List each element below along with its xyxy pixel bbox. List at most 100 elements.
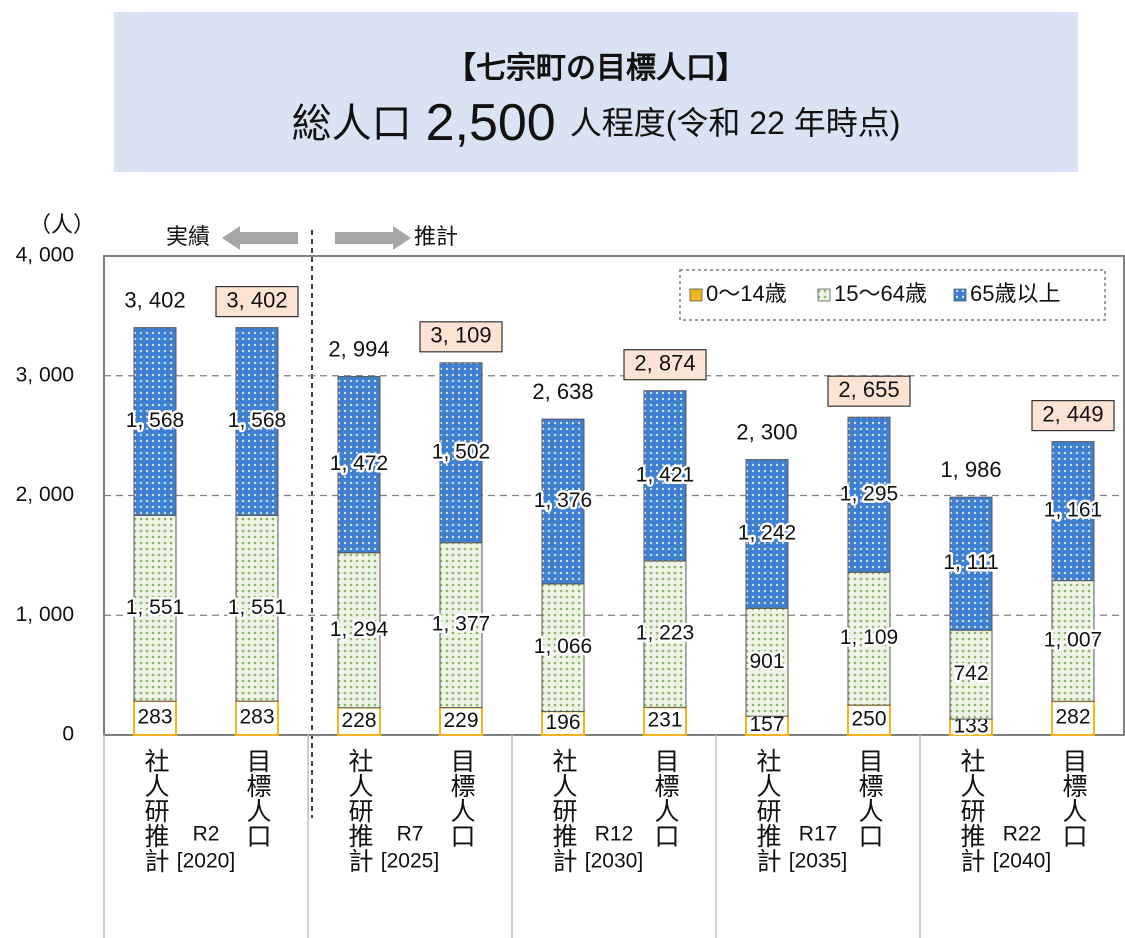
bar-segment — [133, 327, 177, 516]
total-label: 2, 994 — [328, 336, 389, 361]
bar-segment — [745, 607, 789, 717]
bar-segment — [439, 542, 483, 709]
legend-box — [679, 269, 1106, 321]
legend-label: 65歳以上 — [970, 281, 1060, 306]
group-label: R7 — [397, 823, 424, 846]
data-label: 1, 502 — [432, 440, 490, 463]
bar-segment — [949, 496, 993, 631]
bar-segment — [1051, 441, 1095, 582]
legend-swatch — [817, 288, 831, 302]
y-tick-label: 1, 000 — [16, 603, 74, 626]
group-label: R12 — [595, 823, 634, 846]
group-sublabel: [2020] — [177, 850, 235, 873]
x-tick-label: 社人研推計 — [345, 748, 374, 873]
total-label: 2, 300 — [736, 419, 797, 444]
bar-segment — [1051, 700, 1095, 737]
arrow — [222, 226, 298, 250]
bar-segment — [745, 459, 789, 609]
bar-segment — [235, 700, 279, 737]
data-label: 250 — [851, 708, 886, 731]
group-sublabel: [2040] — [993, 850, 1051, 873]
total-box — [827, 375, 911, 407]
data-label: 1, 551 — [126, 596, 184, 619]
plot-frame — [103, 255, 1125, 736]
legend-label: 0～14歳 — [706, 281, 787, 306]
total-label: 2, 655 — [838, 377, 899, 402]
legend-swatch — [953, 288, 967, 302]
total-label: 3, 402 — [226, 287, 287, 312]
y-axis-label: （人） — [29, 212, 95, 237]
data-label: 1, 551 — [228, 596, 286, 619]
data-label: 1, 295 — [840, 482, 898, 505]
total-label: 1, 986 — [940, 457, 1001, 482]
bar-segment — [541, 418, 585, 585]
x-tick-label: 目標人口 — [855, 748, 884, 848]
total-label: 2, 638 — [532, 379, 593, 404]
data-label: 231 — [647, 709, 682, 732]
x-tick-label: 目標人口 — [651, 748, 680, 848]
data-label: 282 — [1055, 706, 1090, 729]
total-box — [419, 321, 503, 353]
annotation: 推計 — [414, 224, 458, 249]
data-label: 1, 111 — [943, 551, 998, 574]
data-label: 1, 161 — [1044, 499, 1102, 522]
chart-title: 【七宗町の目標人口】 — [446, 51, 746, 85]
group-sublabel: [2025] — [381, 850, 439, 873]
total-box — [1031, 400, 1115, 432]
total-label: 3, 109 — [430, 323, 491, 348]
total-label: 2, 874 — [634, 351, 695, 376]
subtitle-part: 人程度(令和 22 年時点) — [570, 105, 901, 141]
y-tick-label: 3, 000 — [16, 363, 74, 386]
bar-segment — [541, 583, 585, 713]
legend-label: 15～64歳 — [834, 281, 927, 306]
title-box — [114, 12, 1078, 172]
x-tick-label: 社人研推計 — [549, 748, 578, 873]
group-sublabel: [2030] — [585, 850, 643, 873]
bar-segment — [847, 704, 891, 736]
data-label: 1, 007 — [1044, 628, 1102, 651]
total-box — [623, 349, 707, 381]
x-tick-label: 社人研推計 — [141, 748, 170, 873]
data-label: 229 — [443, 709, 478, 732]
subtitle-part: 2,500 — [426, 94, 556, 152]
x-tick-label: 目標人口 — [447, 748, 476, 848]
bar-segment — [643, 560, 687, 708]
data-label: 1, 568 — [126, 409, 184, 432]
bar-segment — [337, 375, 381, 554]
data-label: 1, 242 — [738, 521, 796, 544]
bar-segment — [643, 706, 687, 737]
data-label: 1, 472 — [330, 452, 388, 475]
bar-segment — [337, 706, 381, 737]
x-tick-label: 目標人口 — [1059, 748, 1088, 848]
bar-segment — [847, 571, 891, 706]
group-label: R22 — [1003, 823, 1042, 846]
x-tick-label: 社人研推計 — [957, 748, 986, 873]
bar-segment — [439, 362, 483, 544]
data-label: 283 — [137, 706, 172, 729]
y-tick-label: 4, 000 — [16, 244, 74, 267]
x-tick-label: 社人研推計 — [753, 748, 782, 873]
total-label: 2, 449 — [1042, 401, 1103, 426]
bar-segment — [235, 327, 279, 516]
bar-segment — [949, 629, 993, 720]
x-tick-label: 目標人口 — [243, 748, 272, 848]
arrow — [335, 226, 411, 250]
subtitle-part: 総人口 — [292, 102, 412, 146]
chart-subtitle: 総人口 2,500 人程度(令和 22 年時点) — [292, 94, 901, 152]
data-label: 742 — [953, 662, 988, 685]
bar-segment — [1051, 580, 1095, 702]
bar-segment — [847, 416, 891, 573]
total-label: 3, 402 — [124, 287, 185, 312]
data-label: 1, 421 — [636, 463, 694, 486]
y-tick-label: 2, 000 — [16, 483, 74, 506]
data-label: 1, 376 — [534, 489, 592, 512]
data-label: 1, 568 — [228, 409, 286, 432]
group-sublabel: [2035] — [789, 850, 847, 873]
data-label: 228 — [341, 709, 376, 732]
total-box — [215, 286, 299, 318]
data-label: 1, 066 — [534, 635, 592, 658]
data-label: 901 — [749, 650, 784, 673]
bar-segment — [235, 514, 279, 702]
legend-swatch — [689, 288, 703, 302]
group-label: R2 — [193, 823, 220, 846]
